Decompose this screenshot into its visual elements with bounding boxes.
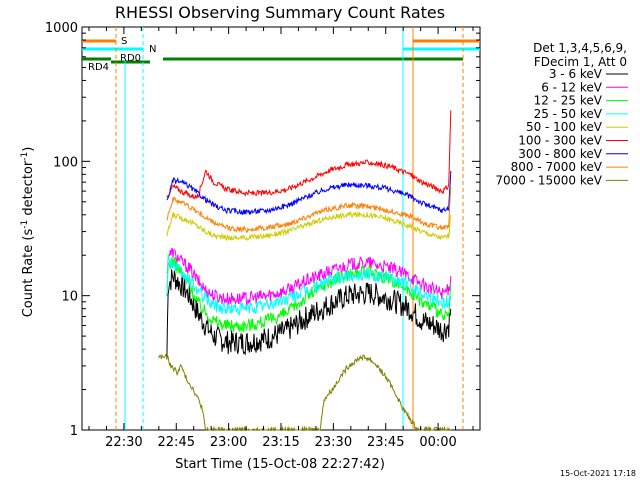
chart-title: RHESSI Observing Summary Count Rates <box>115 3 445 22</box>
x-tick-label: 23:15 <box>262 435 299 450</box>
timestamp: 15-Oct-2021 17:18 <box>560 469 636 478</box>
series-line-3 <box>166 253 452 317</box>
legend-label-2: 12 - 25 keV <box>534 94 603 108</box>
flag-label-rd4: RD4 <box>88 62 109 73</box>
legend-label-6: 300 - 800 keV <box>518 147 602 161</box>
legend-label-3: 25 - 50 keV <box>534 107 603 121</box>
series-line-7 <box>166 186 452 234</box>
series-line-6 <box>166 170 452 216</box>
x-tick-label: 23:00 <box>210 435 247 450</box>
y-label-part1: Count Rate (s <box>21 229 36 318</box>
series-line-0 <box>166 269 452 358</box>
legend-label-1: 6 - 12 keV <box>541 80 603 94</box>
instrument-state-lines: S N RD0 RD4 <box>82 27 480 430</box>
y-axis-label: Count Rate (s-1 detector-1) <box>20 147 36 318</box>
series-group <box>158 110 452 432</box>
legend-label-0: 3 - 6 keV <box>549 67 603 81</box>
y-tick-label: 1000 <box>45 21 78 36</box>
x-axis-label: Start Time (15-Oct-08 22:27:42) <box>175 457 385 472</box>
legend-label-5: 100 - 300 keV <box>518 134 602 148</box>
y-label-sup1: -1 <box>20 220 30 229</box>
legend-label-7: 800 - 7000 keV <box>511 160 603 174</box>
y-label-part3: ) <box>21 147 36 152</box>
flag-label-n: N <box>149 44 156 55</box>
series-line-1 <box>166 247 452 307</box>
legend-label-4: 50 - 100 keV <box>526 120 603 134</box>
y-tick-label: 10 <box>61 290 78 305</box>
x-tick-label: 00:00 <box>419 435 456 450</box>
x-tick-label: 22:30 <box>105 435 142 450</box>
legend-header-line2: FDecim 1, Att 0 <box>534 55 627 69</box>
series-line-8 <box>158 353 451 432</box>
axis-ticks: 22:30 22:45 23:00 23:15 23:30 23:45 00:00 1 10 10… <box>45 21 480 450</box>
series-line-4 <box>166 210 452 242</box>
series-line-5 <box>166 110 452 200</box>
y-label-sup2: -1 <box>20 152 30 161</box>
y-label-part2: detector <box>21 160 36 220</box>
x-tick-label: 22:45 <box>158 435 195 450</box>
legend-label-8: 7000 - 15000 keV <box>495 173 602 187</box>
x-tick-label: 23:30 <box>315 435 352 450</box>
y-tick-label: 1 <box>70 424 78 439</box>
flag-label-s: S <box>121 36 127 47</box>
legend-header-line1: Det 1,3,4,5,6,9, <box>533 41 627 55</box>
x-tick-label: 23:45 <box>367 435 404 450</box>
flag-label-rd0: RD0 <box>120 53 141 64</box>
y-tick-label: 100 <box>53 155 78 170</box>
